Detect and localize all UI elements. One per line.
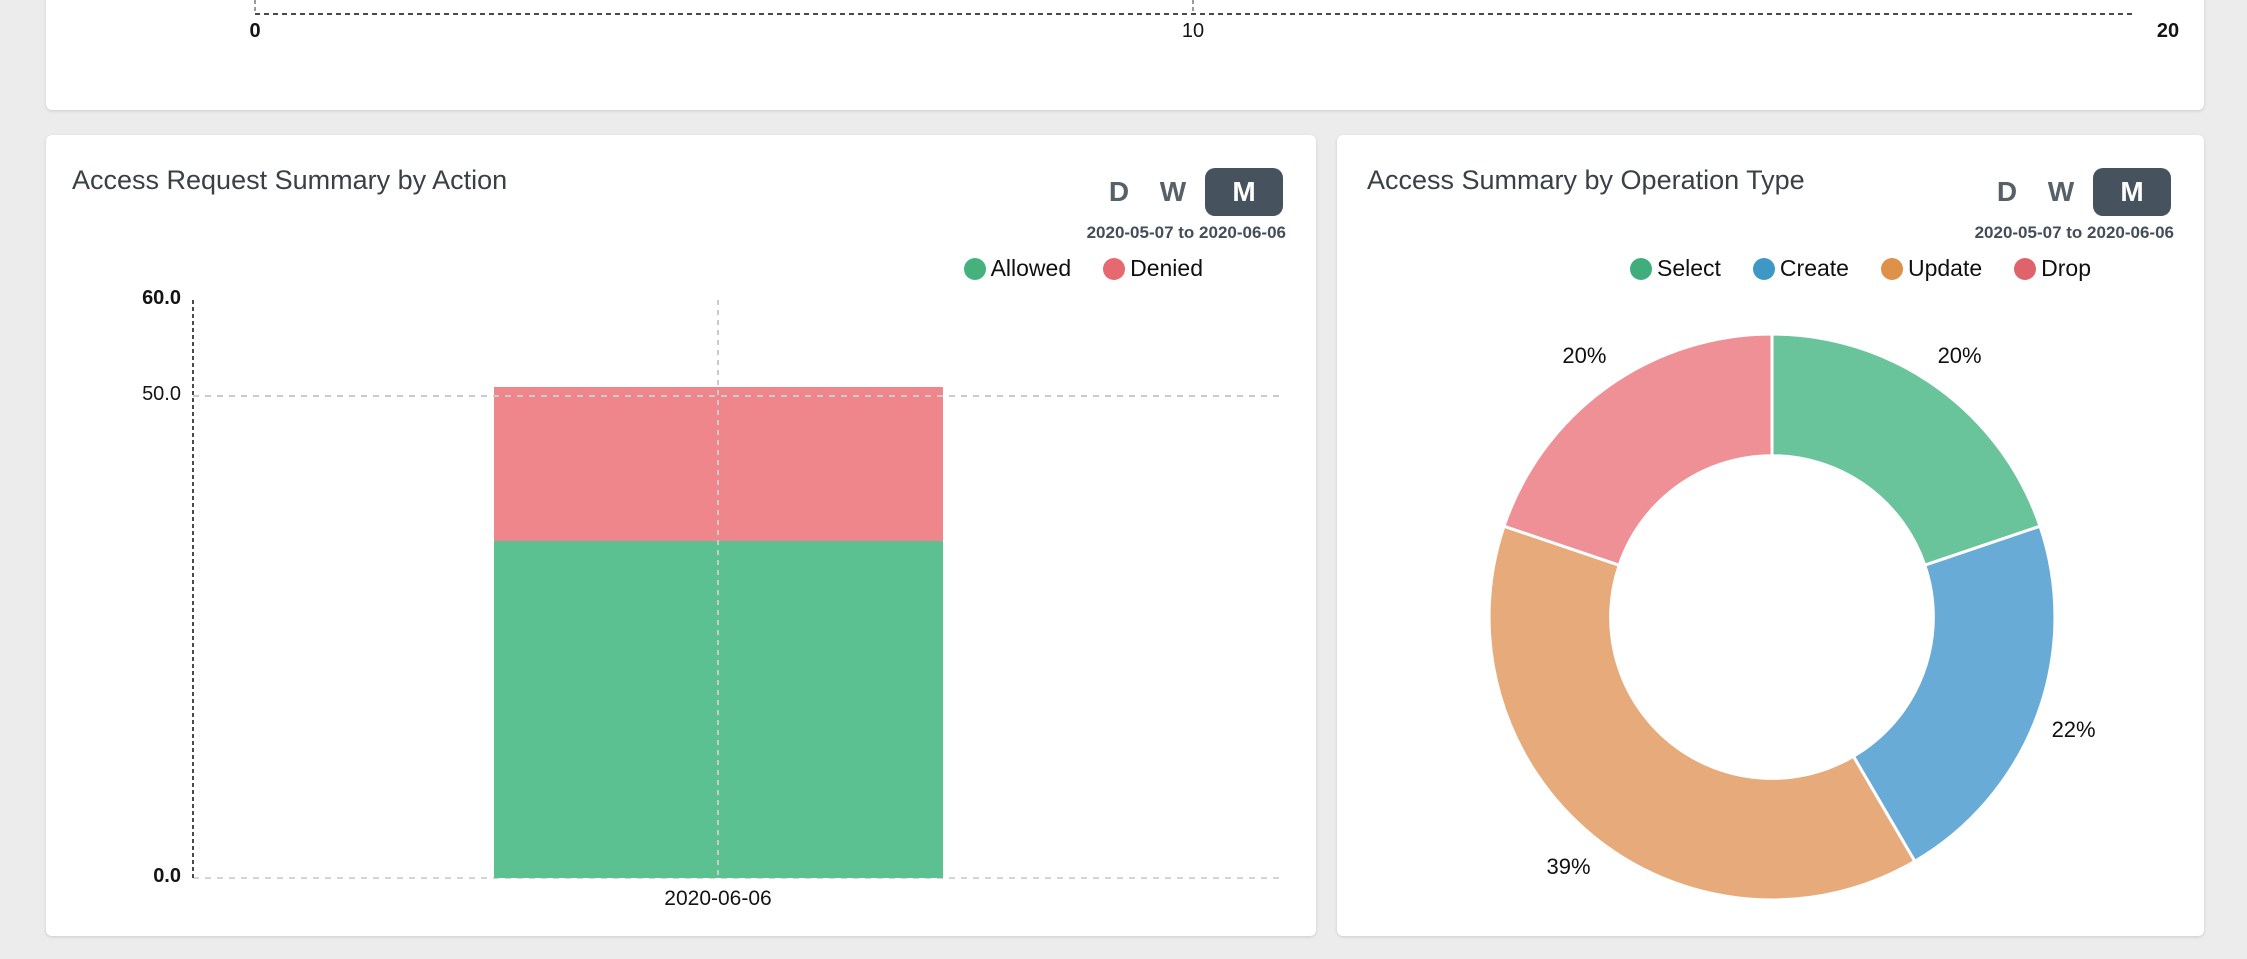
axis-tick-label: 20 xyxy=(2156,20,2180,42)
legend-dot-update xyxy=(1880,257,1903,280)
donut-slice-update[interactable] xyxy=(1487,524,1917,902)
range-toolbar: D W M xyxy=(1097,168,1283,216)
donut-slice-create[interactable] xyxy=(1851,524,2057,864)
donut-value-label-select: 20% xyxy=(1938,343,1982,368)
axis-tick-label: 10 xyxy=(1181,20,1205,42)
y-tick-label: 50.0 xyxy=(142,383,181,406)
axis-tick xyxy=(254,0,256,13)
donut-chart-plot: 20% 22% 39% 20% xyxy=(1337,135,2204,936)
gridline-category-center xyxy=(717,300,719,878)
range-day-button[interactable]: D xyxy=(1996,176,2018,207)
donut-value-label-create: 22% xyxy=(2052,717,2096,742)
legend-label: Update xyxy=(1907,255,1983,281)
legend-dot-select xyxy=(1629,257,1652,280)
donut-chart-legend: Select Create Update Drop xyxy=(1629,255,2091,282)
legend-dot-allowed xyxy=(963,257,986,280)
range-month-button[interactable]: M xyxy=(2093,168,2171,216)
card-title: Access Summary by Operation Type xyxy=(1367,165,1805,195)
legend-label: Drop xyxy=(2041,255,2091,281)
range-toolbar: D W M xyxy=(1985,168,2171,216)
donut-value-label-update: 39% xyxy=(1546,854,1590,879)
y-tick-label: 60.0 xyxy=(142,287,181,309)
legend-label: Select xyxy=(1656,255,1721,281)
donut-slice-drop[interactable] xyxy=(1502,332,1774,568)
legend-label: Create xyxy=(1779,255,1849,281)
legend-label: Allowed xyxy=(990,255,1072,281)
range-week-button[interactable]: W xyxy=(2047,176,2075,207)
axis-tick-label: 0 xyxy=(249,20,261,42)
legend-item-denied[interactable]: Denied xyxy=(1103,255,1203,282)
date-range-label: 2020-05-07 to 2020-06-06 xyxy=(1086,223,1286,242)
access-summary-operation-card: Access Summary by Operation Type D W M 2… xyxy=(1337,135,2204,936)
legend-item-select[interactable]: Select xyxy=(1629,255,1721,282)
legend-item-update[interactable]: Update xyxy=(1880,255,1983,282)
gridline-50 xyxy=(193,395,1284,398)
x-baseline-gridline xyxy=(193,877,1284,879)
y-tick-label: 0.0 xyxy=(153,865,181,887)
donut-chart-svg: 20% 22% 39% 20% xyxy=(1487,332,2096,902)
legend-item-drop[interactable]: Drop xyxy=(2014,255,2091,282)
legend-dot-denied xyxy=(1103,257,1126,280)
top-chart-panel: 0 10 20 xyxy=(46,0,2204,110)
x-category-label: 2020-06-06 xyxy=(664,887,772,910)
card-title: Access Request Summary by Action xyxy=(72,165,508,195)
x-axis-line xyxy=(255,13,2135,15)
legend-item-create[interactable]: Create xyxy=(1752,255,1849,282)
top-axis: 0 10 20 xyxy=(46,0,2204,110)
bar-chart-plot: 0.0 50.0 60.0 2020-06-06 xyxy=(46,135,1316,936)
donut-value-label-drop: 20% xyxy=(1562,343,1606,368)
donut-slice-select[interactable] xyxy=(1770,332,2042,568)
axis-tick xyxy=(1192,0,1194,13)
range-week-button[interactable]: W xyxy=(1159,176,1187,207)
bar-chart-legend: Allowed Denied xyxy=(963,255,1203,282)
range-month-button[interactable]: M xyxy=(1205,168,1283,216)
date-range-label: 2020-05-07 to 2020-06-06 xyxy=(1974,223,2174,242)
legend-dot-drop xyxy=(2014,257,2037,280)
legend-dot-create xyxy=(1752,257,1775,280)
legend-item-allowed[interactable]: Allowed xyxy=(963,255,1072,282)
access-request-summary-card: Access Request Summary by Action D W M 2… xyxy=(46,135,1316,936)
y-axis-line xyxy=(192,300,194,878)
legend-label: Denied xyxy=(1130,255,1203,281)
range-day-button[interactable]: D xyxy=(1108,176,1130,207)
